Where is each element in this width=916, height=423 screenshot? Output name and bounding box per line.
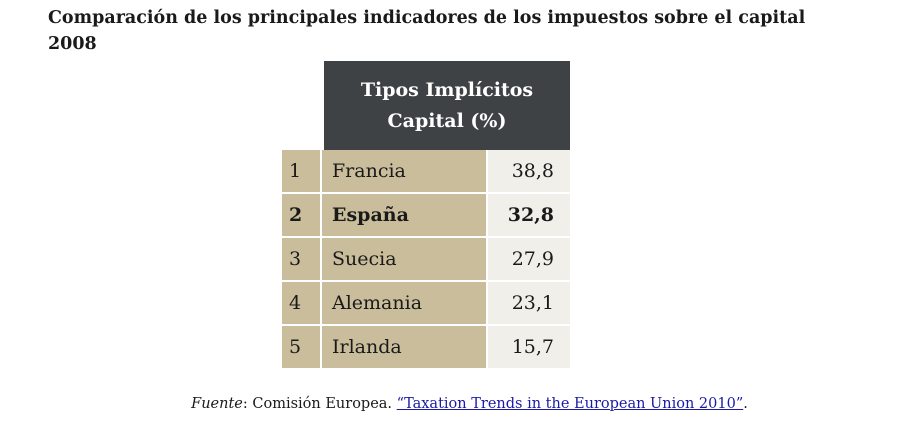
rank-cell: 2	[282, 194, 322, 238]
title-line-2: 2008	[48, 34, 97, 54]
source-end: .	[743, 396, 748, 412]
source-link[interactable]: “Taxation Trends in the European Union 2…	[396, 396, 744, 412]
page-title: Comparación de los principales indicador…	[48, 5, 888, 57]
value-cell: 15,7	[488, 326, 570, 370]
table-row-highlighted: 2 España 32,8	[282, 194, 570, 238]
source-label: Fuente	[191, 396, 243, 412]
rank-cell: 5	[282, 326, 322, 370]
table-row: 4 Alemania 23,1	[282, 282, 570, 326]
rank-cell: 1	[282, 150, 322, 194]
country-cell: España	[322, 194, 488, 238]
table-header-row: Tipos Implícitos Capital (%)	[282, 61, 570, 150]
rank-cell: 4	[282, 282, 322, 326]
rank-cell: 3	[282, 238, 322, 282]
country-cell: Alemania	[322, 282, 488, 326]
table-row: 5 Irlanda 15,7	[282, 326, 570, 370]
table-header-cell: Tipos Implícitos Capital (%)	[322, 61, 570, 150]
value-cell: 32,8	[488, 194, 570, 238]
value-cell: 38,8	[488, 150, 570, 194]
source-org: Comisión Europea.	[252, 396, 397, 412]
source-separator: :	[242, 396, 253, 412]
country-cell: Francia	[322, 150, 488, 194]
capital-tax-table: Tipos Implícitos Capital (%) 1 Francia 3…	[282, 61, 570, 370]
title-line-1: Comparación de los principales indicador…	[48, 8, 806, 28]
value-cell: 23,1	[488, 282, 570, 326]
source-note: Fuente: Comisión Europea. “Taxation Tren…	[0, 396, 916, 412]
header-spacer	[282, 61, 322, 150]
table-row: 1 Francia 38,8	[282, 150, 570, 194]
table-row: 3 Suecia 27,9	[282, 238, 570, 282]
country-cell: Suecia	[322, 238, 488, 282]
country-cell: Irlanda	[322, 326, 488, 370]
header-line-1: Tipos Implícitos	[360, 78, 534, 101]
header-line-2: Capital (%)	[387, 109, 507, 132]
value-cell: 27,9	[488, 238, 570, 282]
